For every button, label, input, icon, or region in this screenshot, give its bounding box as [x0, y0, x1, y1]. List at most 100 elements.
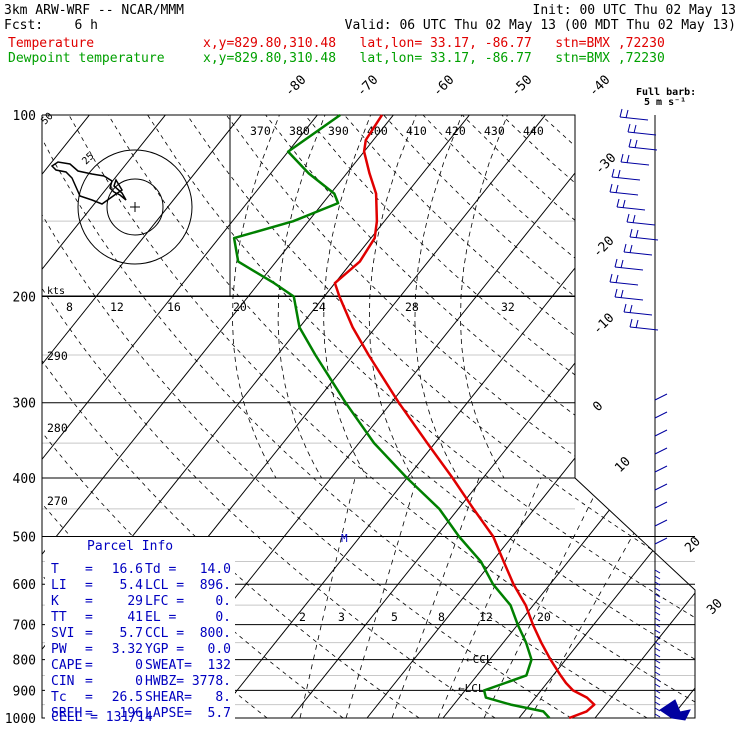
parcel-eq: = [85, 674, 93, 689]
dry-adiabat-line [698, 115, 740, 718]
parcel-value: 3778. [191, 674, 231, 689]
dry-adiabat-line [619, 115, 695, 718]
wind-barb [654, 569, 661, 574]
wind-barb [654, 575, 661, 580]
parcel-label: T [51, 562, 59, 577]
parcel-eq: = [85, 594, 93, 609]
mixing-ratio-label: 12 [110, 300, 124, 314]
wind-barb-flag [629, 244, 633, 254]
isotherm-label: -20 [590, 234, 617, 261]
parcel-label: LFC = [145, 594, 185, 609]
wind-barb [654, 519, 668, 527]
isotherm-label: -40 [586, 73, 613, 100]
mixing-ratio-line [483, 478, 604, 718]
hodograph-kts-label: kts [47, 286, 65, 297]
wind-barb [654, 393, 668, 401]
theta-e-label: 400 [367, 124, 388, 138]
theta-e-label: 430 [484, 124, 505, 138]
parcel-value: 0.0 [207, 642, 231, 657]
wind-barb-flag [620, 289, 624, 299]
parcel-eq: = [85, 658, 93, 673]
parcel-eq: = [85, 706, 93, 721]
theta-e-label: 440 [523, 124, 544, 138]
wind-barb [654, 683, 661, 688]
parcel-label: LCL = [145, 578, 185, 593]
wind-barb [614, 296, 644, 301]
parcel-value: 896. [199, 578, 231, 593]
wind-barb [611, 176, 641, 181]
wind-barb-flag [626, 213, 630, 223]
mixing-ratio-line [299, 478, 356, 718]
wind-barb-flag [615, 274, 619, 284]
parcel-value: 14.0 [199, 562, 231, 577]
parcel-eq: = [85, 578, 93, 593]
pressure-tick-label: 500 [13, 530, 36, 545]
isotherm-line [366, 115, 695, 718]
temperature-legend-info: x,y=829.80,310.48 lat,lon= 33.17, -86.77… [203, 36, 665, 51]
parcel-eq: = [85, 642, 93, 657]
wind-barb-flag [611, 168, 615, 178]
wind-barb [654, 599, 661, 604]
parcel-cell: CELL = 131/14 [51, 710, 153, 725]
parcel-label: LI [51, 578, 67, 593]
hodograph-ring-label: 25 [80, 151, 96, 167]
wind-barb [654, 537, 668, 545]
wind-barb [654, 713, 661, 718]
wind-barb [626, 221, 656, 226]
theta-e-label: 420 [445, 124, 466, 138]
wind-barb [654, 623, 661, 628]
wind-barb [654, 617, 661, 622]
parcel-label: CIN [51, 674, 75, 689]
parcel-m-label: M [341, 532, 348, 545]
wind-barb [619, 116, 649, 121]
mixing-ratio-label: 2 [299, 610, 306, 624]
wind-barb [628, 146, 658, 151]
parcel-label: YGP = [145, 642, 185, 657]
dry-adiabat-line [658, 115, 695, 718]
pressure-tick-label: 600 [13, 578, 36, 593]
dry-adiabat-line [383, 115, 695, 718]
dry-adiabat-line [42, 115, 648, 718]
parcel-value: 132 [207, 658, 231, 673]
wind-barb [654, 483, 668, 491]
parcel-eq: = [85, 626, 93, 641]
isotherm-label: 0 [590, 399, 606, 415]
wind-barb-flag [620, 259, 624, 269]
wind-barb [654, 677, 661, 682]
wind-barb [654, 501, 668, 509]
isotherm-label: 20 [682, 534, 704, 556]
pressure-tick-label: 300 [13, 397, 36, 412]
parcel-label: SHEAR= [145, 690, 192, 705]
moist-adiabat-line [460, 115, 575, 478]
wind-barb-flag [617, 169, 621, 179]
wind-barb [654, 671, 661, 676]
dewpoint-legend-label: Dewpoint temperature [8, 51, 165, 66]
parcel-value: 41 [127, 610, 143, 625]
mixing-ratio-label: 8 [66, 300, 73, 314]
parcel-value: 16.6 [111, 562, 143, 577]
wind-barb [654, 411, 668, 419]
isotherm-label: -50 [508, 73, 535, 100]
wind-barb-flag [619, 108, 623, 118]
wind-barb [623, 311, 653, 316]
theta-e-label: 410 [406, 124, 427, 138]
dry-adiabat-line [42, 115, 420, 718]
wind-barb-flag [614, 258, 618, 268]
hodograph-ring-outer [77, 149, 193, 265]
isotherm-line [518, 115, 695, 718]
mixing-ratio-label: 32 [501, 300, 515, 314]
wind-barb [654, 635, 661, 640]
pressure-tick-label: 200 [13, 291, 36, 306]
isotherm-line [42, 115, 242, 718]
parcel-eq: = [85, 562, 93, 577]
wind-barb [654, 581, 661, 586]
mixing-ratio-lines [299, 478, 666, 718]
parcel-value: 0 [135, 658, 143, 673]
isotherm-line [42, 115, 318, 718]
dry-adiabat-line [540, 115, 695, 718]
wind-barb [654, 689, 661, 694]
parcel-label: SWEAT= [145, 658, 192, 673]
mixing-ratio-line [437, 478, 542, 718]
parcel-value: 800. [199, 626, 231, 641]
mixing-ratio-line [391, 478, 480, 718]
